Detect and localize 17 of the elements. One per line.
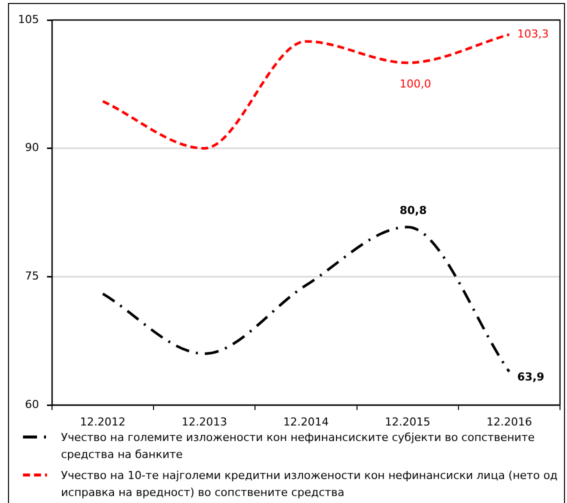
line-series: [102, 226, 510, 373]
x-tick-label: 12.2012: [80, 415, 126, 428]
line-series: [102, 33, 510, 150]
y-tick-label: 75: [25, 270, 39, 283]
x-tick-label: 12.2016: [486, 415, 532, 428]
data-label: 100,0: [400, 78, 432, 91]
y-tick-label: 90: [25, 141, 39, 154]
y-tick-label: 60: [25, 398, 39, 411]
x-tick-label: 12.2013: [182, 415, 228, 428]
data-label: 80,8: [400, 204, 427, 217]
data-label: 63,9: [517, 370, 544, 384]
legend-label: Учество на големите изложености кон нефинансиските субјекти во сопствените средства на банките: [61, 431, 535, 461]
x-tick-label: 12.2014: [283, 415, 329, 428]
legend-label: Учество на 10-те најголеми кредитни изложености кон нефинансиски лица (нето од исправка на вредност) во сопствените средства: [61, 469, 558, 499]
y-tick-label: 105: [18, 12, 39, 26]
data-label: 103,3: [517, 27, 549, 40]
x-tick-label: 12.2015: [384, 415, 430, 428]
